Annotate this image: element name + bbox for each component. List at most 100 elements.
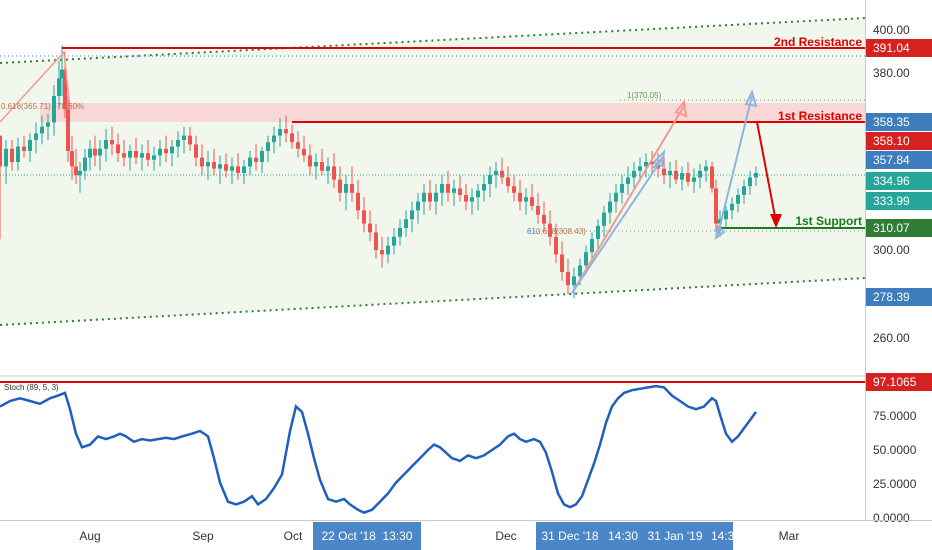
candle-body xyxy=(410,210,414,220)
candle-body xyxy=(152,155,156,160)
stoch-tick-label: 25.0000 xyxy=(873,477,917,491)
candle-body xyxy=(350,184,354,193)
price-tag-label: 357.84 xyxy=(873,153,910,167)
price-tag-label: 358.10 xyxy=(873,134,910,148)
candle-body xyxy=(742,186,746,195)
price-tag-bg xyxy=(866,113,932,131)
price-tag-bg xyxy=(866,39,932,57)
candle-body xyxy=(470,197,474,202)
stoch-tick-label: 50.0000 xyxy=(873,443,917,457)
candle-body xyxy=(458,188,462,195)
candle-body xyxy=(578,265,582,277)
resistance-zone xyxy=(40,103,865,122)
candle-body xyxy=(730,203,734,211)
candle-body xyxy=(218,164,222,169)
candle-body xyxy=(104,140,108,149)
candle-body xyxy=(206,162,210,167)
candle-body xyxy=(302,148,306,156)
fib-lower-prefix: 61. xyxy=(527,227,538,236)
candle-body xyxy=(668,170,672,176)
candle-body xyxy=(530,197,534,206)
candle-body xyxy=(60,69,64,79)
candle-body xyxy=(548,223,552,237)
candle-body xyxy=(272,135,276,143)
candle-body xyxy=(78,170,82,176)
candle-body xyxy=(380,250,384,255)
price-tag: 391.04 xyxy=(866,39,932,57)
candle-body xyxy=(248,157,252,167)
price-tag: 334.96 xyxy=(866,172,932,190)
candle-body xyxy=(296,142,300,149)
candle-body xyxy=(320,162,324,171)
candle-body xyxy=(110,140,114,145)
candle-body xyxy=(542,214,546,224)
candle-body xyxy=(46,122,50,127)
candle-body xyxy=(584,252,588,266)
candle-body xyxy=(57,78,61,96)
candle-body xyxy=(692,177,696,182)
candle-body xyxy=(566,272,570,286)
price-tag-label: 333.99 xyxy=(873,194,910,208)
candle-body xyxy=(362,210,366,224)
candle-body xyxy=(188,135,192,145)
price-tag: 278.39 xyxy=(866,288,932,306)
candle-body xyxy=(22,146,26,151)
candle-body xyxy=(698,170,702,178)
candle-body xyxy=(704,166,708,171)
time-label-sep: Sep xyxy=(192,529,214,543)
candle-body xyxy=(88,148,92,158)
candle-body xyxy=(398,228,402,237)
stoch-tag-label: 97.1065 xyxy=(873,375,917,389)
candle-body xyxy=(344,184,348,193)
candle-body xyxy=(748,177,752,187)
stoch-title: Stoch (89, 5, 3) xyxy=(4,383,59,392)
time-highlight-left-label: 22 Oct '18 13:30 xyxy=(321,529,412,543)
price-tick-label: 300.00 xyxy=(873,243,910,257)
price-tag-bg xyxy=(866,219,932,237)
candle-body xyxy=(164,148,168,154)
candle-body xyxy=(632,170,636,178)
blue-arrowhead-1 xyxy=(652,149,666,168)
candle-body xyxy=(650,162,654,165)
candle-body xyxy=(34,133,38,140)
candle-body xyxy=(140,153,144,158)
candle-body xyxy=(10,148,14,162)
resistance-2-label: 2nd Resistance xyxy=(774,35,862,49)
candle-body xyxy=(680,173,684,180)
candle-body xyxy=(464,195,468,202)
candle-body xyxy=(434,192,438,202)
candle-body xyxy=(482,184,486,191)
candle-body xyxy=(440,184,444,193)
fib-upper-label: 1(370.05) xyxy=(627,91,662,100)
candle-body xyxy=(596,225,600,239)
left-fib-arrow xyxy=(0,50,71,123)
candle-body xyxy=(736,195,740,204)
price-tag: 333.99 xyxy=(866,192,932,210)
support-1-label: 1st Support xyxy=(795,214,862,228)
blue-arrowhead-3 xyxy=(714,223,726,241)
price-tag-label: 391.04 xyxy=(873,41,910,55)
candle-body xyxy=(28,140,32,151)
candle-body xyxy=(314,162,318,167)
candle-body xyxy=(620,184,624,193)
candle-body xyxy=(404,219,408,228)
candle-body xyxy=(638,166,642,171)
candle-body xyxy=(500,170,504,178)
candle-body xyxy=(518,192,522,202)
candle-body xyxy=(674,170,678,180)
candle-body xyxy=(446,184,450,193)
candle-body xyxy=(554,236,558,255)
price-tags: 391.04 358.35 358.10 357.84 334.96 333.99 310.… xyxy=(866,39,932,306)
time-label-mar: Mar xyxy=(779,529,800,543)
candle-body xyxy=(590,239,594,253)
candle-body xyxy=(66,109,70,151)
time-label-oct: Oct xyxy=(284,529,303,543)
resistance-1-label: 1st Resistance xyxy=(778,109,862,123)
time-highlight-right-1: 31 Dec '18 xyxy=(542,529,599,543)
price-tag-label: 358.35 xyxy=(873,115,910,129)
candle-body xyxy=(494,170,498,176)
candle-body xyxy=(176,140,180,147)
candle-body xyxy=(146,153,150,160)
candle-body xyxy=(428,192,432,202)
